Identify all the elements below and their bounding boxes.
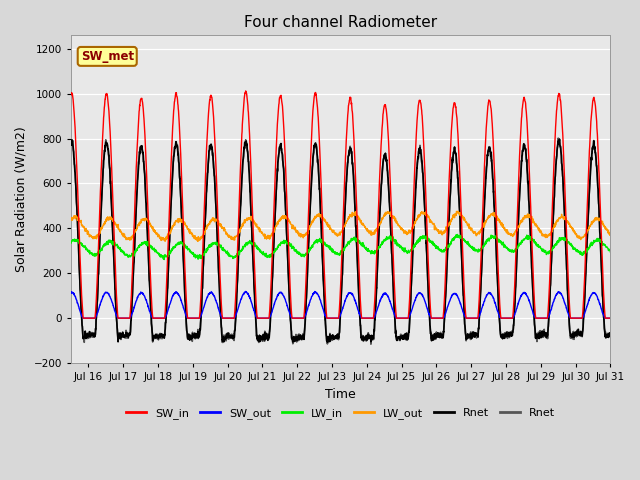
Y-axis label: Solar Radiation (W/m2): Solar Radiation (W/m2) bbox=[15, 126, 28, 272]
X-axis label: Time: Time bbox=[325, 388, 356, 401]
Title: Four channel Radiometer: Four channel Radiometer bbox=[244, 15, 437, 30]
Text: SW_met: SW_met bbox=[81, 50, 134, 63]
Legend: SW_in, SW_out, LW_in, LW_out, Rnet, Rnet: SW_in, SW_out, LW_in, LW_out, Rnet, Rnet bbox=[122, 403, 560, 423]
